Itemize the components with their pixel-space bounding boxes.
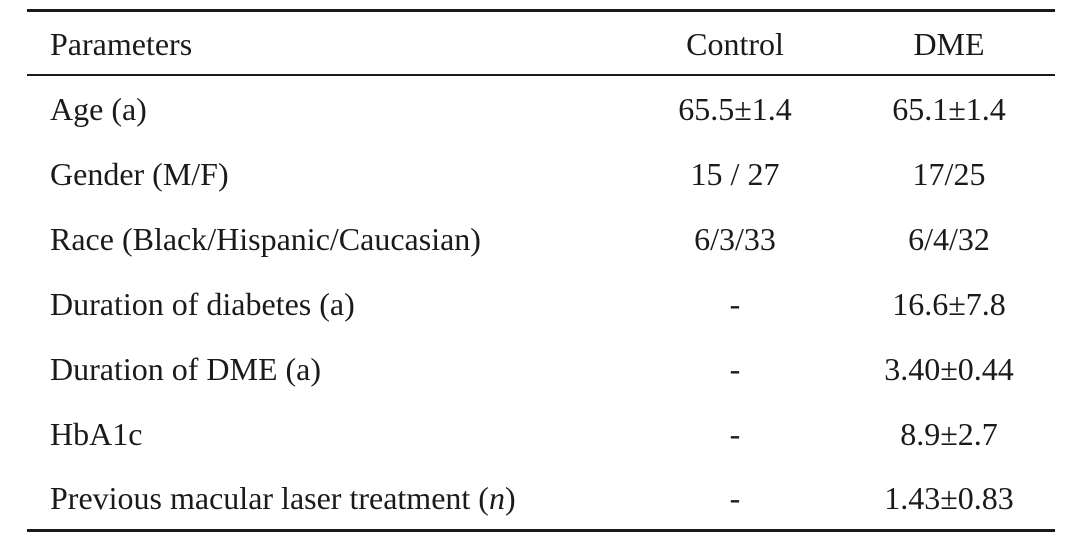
- row-dme-value: 3.40±0.44: [884, 351, 1014, 387]
- row-dme-value: 65.1±1.4: [892, 91, 1006, 127]
- row-parameter-italic: n: [488, 480, 505, 516]
- header-parameters: Parameters: [50, 26, 193, 62]
- row-parameter-prefix: Previous macular laser treatment (: [50, 480, 489, 516]
- data-table: Parameters Control DME Age (a) 65.5±1.4 …: [27, 0, 1055, 545]
- header-control: Control: [686, 26, 784, 62]
- table-header-row: Parameters Control DME: [27, 12, 1055, 77]
- row-dme-value: 8.9±2.7: [900, 416, 998, 452]
- table-row: Age (a) 65.5±1.4 65.1±1.4: [27, 77, 1055, 142]
- row-dme-value: 16.6±7.8: [892, 286, 1006, 322]
- header-dme: DME: [913, 26, 985, 62]
- row-control-value: -: [729, 480, 741, 516]
- row-control-value: -: [729, 351, 741, 387]
- row-parameter: Age (a): [50, 91, 147, 127]
- row-control-value: 65.5±1.4: [678, 91, 792, 127]
- row-parameter: Race (Black/Hispanic/Caucasian): [50, 221, 481, 257]
- table-bottom-rule: [27, 529, 1055, 532]
- row-parameter: Duration of DME (a): [50, 351, 322, 387]
- table-top-rule: [27, 9, 1055, 12]
- table-row: Duration of diabetes (a) - 16.6±7.8: [27, 272, 1055, 337]
- row-dme-value: 6/4/32: [908, 221, 990, 257]
- row-control-value: 15 / 27: [690, 156, 780, 192]
- row-control-value: 6/3/33: [694, 221, 776, 257]
- row-parameter: HbA1c: [50, 416, 143, 452]
- row-dme-value: 1.43±0.83: [884, 480, 1014, 516]
- row-parameter-suffix: ): [504, 480, 516, 516]
- table-row: Race (Black/Hispanic/Caucasian) 6/3/33 6…: [27, 207, 1055, 272]
- row-control-value: -: [729, 416, 741, 452]
- table-row: Duration of DME (a) - 3.40±0.44: [27, 337, 1055, 402]
- row-parameter: Previous macular laser treatment (n): [50, 466, 516, 531]
- row-control-value: -: [729, 286, 741, 322]
- row-dme-value: 17/25: [912, 156, 986, 192]
- table-header-rule: [27, 74, 1055, 76]
- table-row: HbA1c - 8.9±2.7: [27, 402, 1055, 467]
- row-parameter: Gender (M/F): [50, 156, 229, 192]
- table-row: Gender (M/F) 15 / 27 17/25: [27, 142, 1055, 207]
- row-parameter: Duration of diabetes (a): [50, 286, 355, 322]
- table-row: Previous macular laser treatment (n) - 1…: [27, 466, 1055, 531]
